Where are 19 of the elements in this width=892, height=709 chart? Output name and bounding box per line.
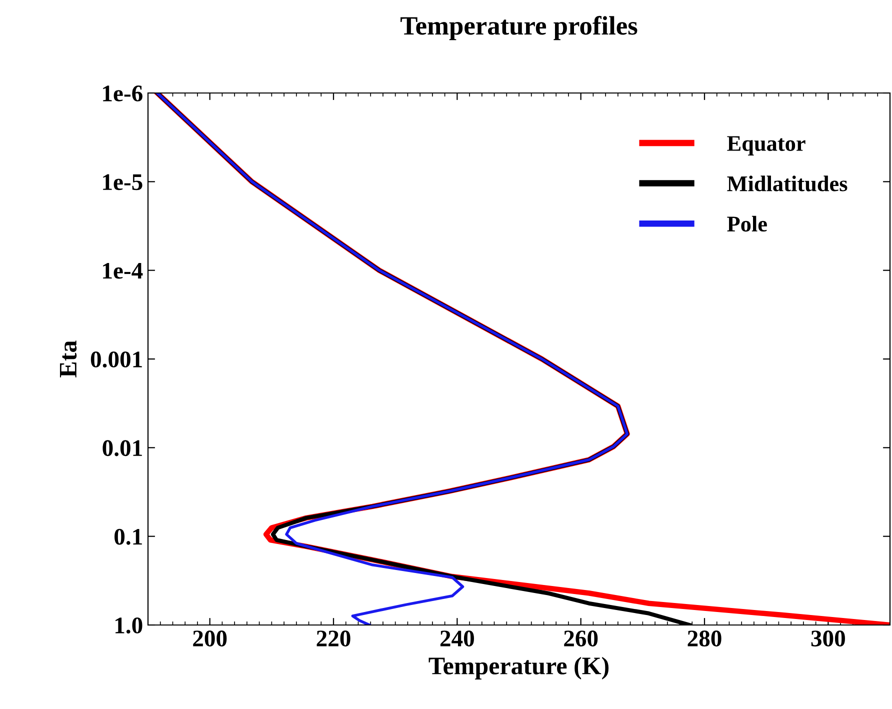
legend-label: Pole bbox=[727, 216, 767, 232]
y-tick-label: 1.0 bbox=[116, 617, 142, 634]
y-tick-label: 0.01 bbox=[102, 440, 142, 456]
legend-label: Midlatitudes bbox=[727, 176, 848, 192]
y-tick-label: 0.001 bbox=[90, 351, 142, 368]
x-tick-label: 280 bbox=[688, 630, 722, 646]
chart-title: Temperature profiles bbox=[400, 16, 638, 40]
x-tick-label: 220 bbox=[316, 630, 350, 646]
y-axis-title: Eta bbox=[60, 340, 77, 378]
y-tick-label: 1e-6 bbox=[103, 86, 142, 102]
x-tick-label: 260 bbox=[564, 630, 598, 646]
x-tick-label: 200 bbox=[193, 630, 227, 646]
x-tick-label: 240 bbox=[440, 630, 474, 646]
x-axis-title: Temperature (K) bbox=[428, 656, 609, 680]
legend-label: Equator bbox=[727, 136, 806, 156]
y-tick-label: 1e-5 bbox=[103, 174, 142, 190]
y-tick-label: 0.1 bbox=[114, 528, 142, 545]
x-tick-label: 300 bbox=[811, 630, 845, 646]
y-tick-label: 1e-4 bbox=[103, 262, 143, 279]
